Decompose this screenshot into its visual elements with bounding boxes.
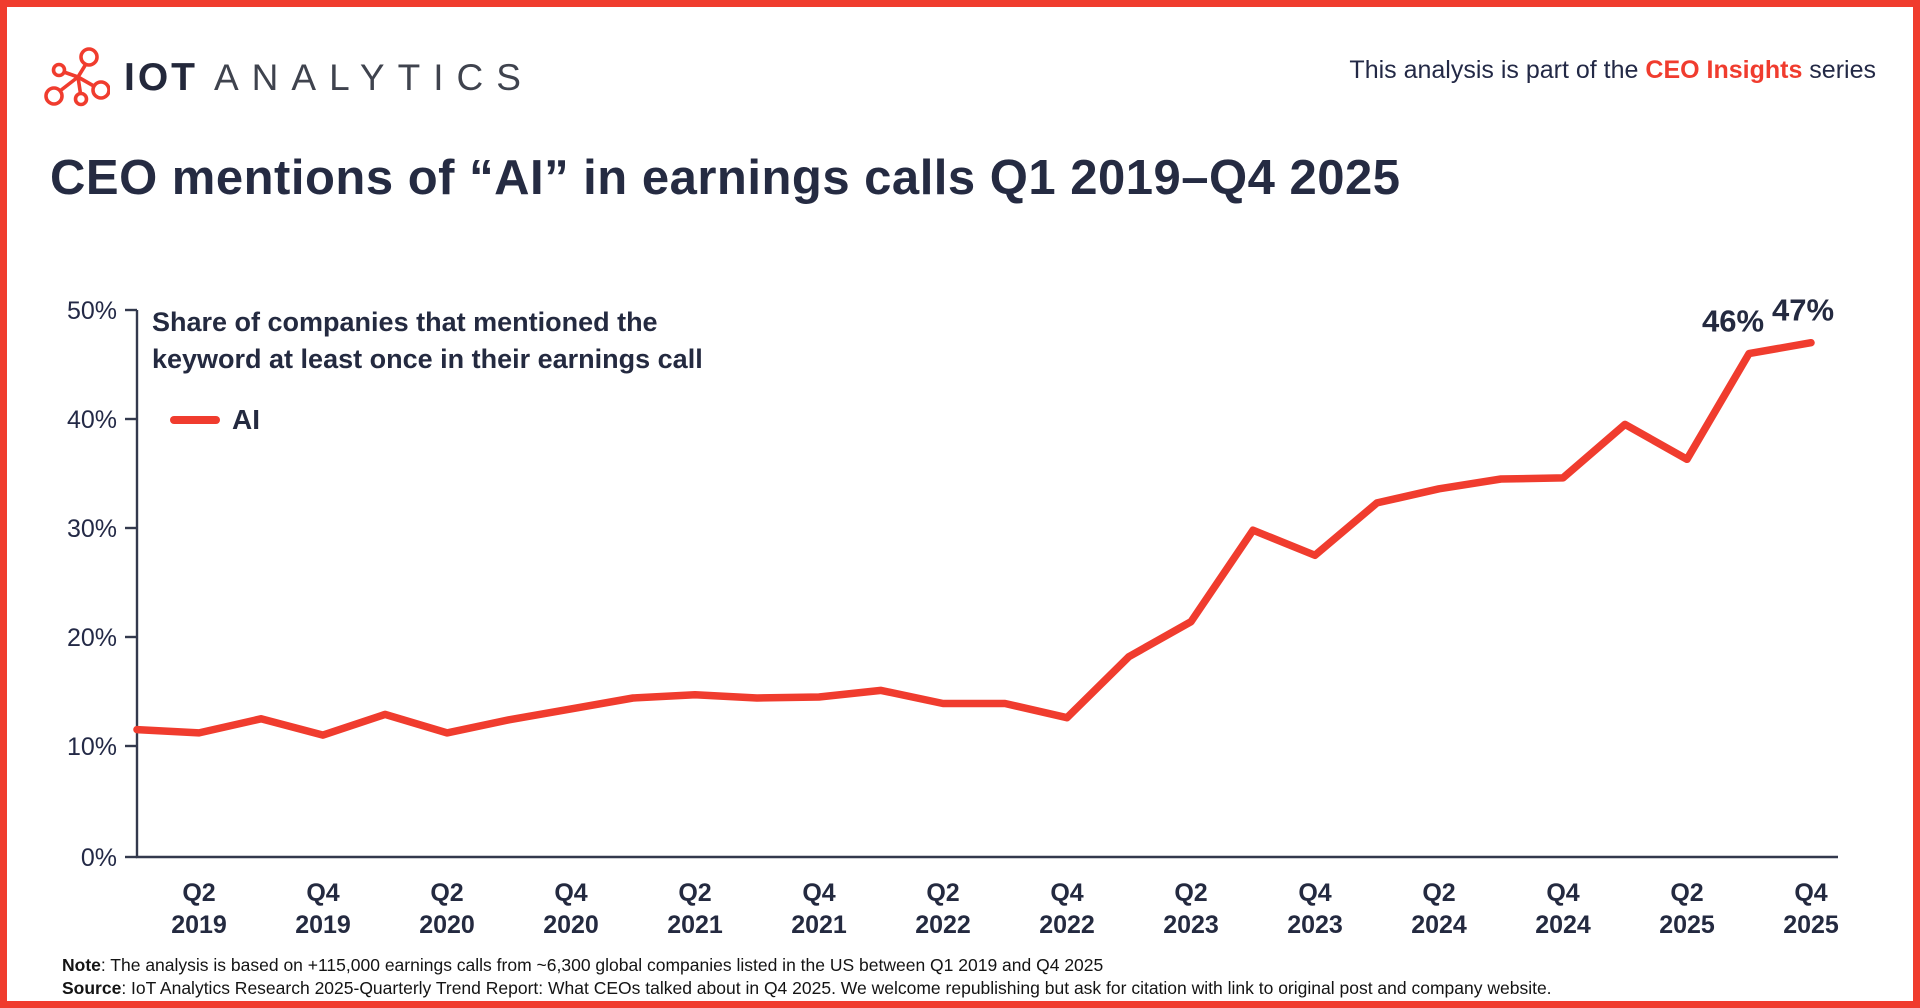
x-tick-label-quarter: Q2	[1670, 879, 1703, 907]
x-tick-label-quarter: Q2	[1174, 879, 1207, 907]
x-tick-label-quarter: Q2	[182, 879, 215, 907]
x-tick-label-year: 2022	[1039, 911, 1095, 939]
x-tick-label-year: 2020	[419, 911, 475, 939]
x-tick-label-year: 2022	[915, 911, 971, 939]
x-tick-label-quarter: Q4	[1546, 879, 1579, 907]
legend-line-swatch	[170, 416, 220, 424]
y-tick-label: 0%	[81, 844, 117, 872]
x-tick-label-quarter: Q2	[430, 879, 463, 907]
logo: IOT ANALYTICS	[44, 46, 534, 110]
brand-name-light: ANALYTICS	[214, 57, 534, 98]
footer-note-line: Note: The analysis is based on +115,000 …	[62, 954, 1552, 977]
x-tick-label-year: 2019	[295, 911, 351, 939]
brand-name-bold: IOT	[124, 56, 198, 99]
series-tagline: This analysis is part of the CEO Insight…	[1349, 56, 1876, 85]
x-tick-label-quarter: Q4	[306, 879, 339, 907]
chart-subtitle: Share of companies that mentioned the ke…	[152, 304, 703, 378]
tagline-highlight: CEO Insights	[1645, 56, 1803, 84]
x-tick-label-year: 2019	[171, 911, 227, 939]
x-tick-label-year: 2025	[1659, 911, 1715, 939]
x-tick-label-year: 2020	[543, 911, 599, 939]
y-tick-label: 20%	[67, 624, 117, 652]
x-tick-label-year: 2024	[1411, 911, 1467, 939]
tagline-prefix: This analysis is part of the	[1349, 56, 1646, 84]
note-text: : The analysis is based on +115,000 earn…	[100, 955, 1104, 975]
x-tick-label-year: 2021	[667, 911, 723, 939]
y-tick-label: 50%	[67, 297, 117, 325]
footer-notes: Note: The analysis is based on +115,000 …	[62, 954, 1552, 1000]
y-tick-label: 40%	[67, 406, 117, 434]
data-label: 47%	[1772, 293, 1834, 328]
legend-label: AI	[232, 404, 260, 435]
x-tick-label-quarter: Q2	[678, 879, 711, 907]
x-tick-label-year: 2024	[1535, 911, 1591, 939]
legend: AI	[170, 404, 260, 436]
source-text: : IoT Analytics Research 2025-Quarterly …	[121, 978, 1552, 998]
y-tick-label: 10%	[67, 733, 117, 761]
x-tick-label-quarter: Q4	[554, 879, 587, 907]
footer-source-line: Source: IoT Analytics Research 2025-Quar…	[62, 977, 1552, 1000]
x-tick-label-year: 2023	[1163, 911, 1219, 939]
y-tick-label: 30%	[67, 515, 117, 543]
x-tick-label-quarter: Q4	[1794, 879, 1827, 907]
x-tick-label-quarter: Q2	[926, 879, 959, 907]
molecule-network-icon	[44, 47, 110, 107]
note-label: Note	[62, 955, 101, 975]
x-tick-label-year: 2023	[1287, 911, 1343, 939]
x-tick-label-year: 2025	[1783, 911, 1839, 939]
chart-subtitle-line2: keyword at least once in their earnings …	[152, 344, 703, 374]
x-tick-label-quarter: Q4	[1298, 879, 1331, 907]
x-tick-label-quarter: Q4	[802, 879, 835, 907]
page-title: CEO mentions of “AI” in earnings calls Q…	[50, 151, 1401, 205]
x-tick-label-year: 2021	[791, 911, 847, 939]
tagline-suffix: series	[1802, 56, 1876, 84]
source-label: Source	[62, 978, 122, 998]
chart-subtitle-line1: Share of companies that mentioned the	[152, 307, 658, 337]
axis-lines	[135, 310, 1838, 859]
x-tick-label-quarter: Q4	[1050, 879, 1083, 907]
ai-series-line	[133, 338, 1815, 739]
data-label: 46%	[1702, 304, 1764, 339]
x-tick-label-quarter: Q2	[1422, 879, 1455, 907]
